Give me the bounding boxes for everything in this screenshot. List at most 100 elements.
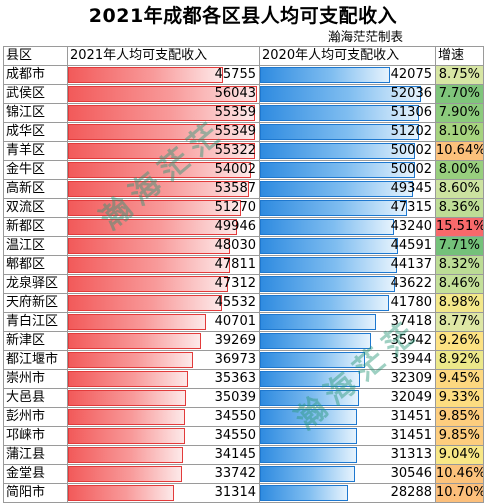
district-name: 天府新区 [3, 293, 68, 313]
income-2021-cell: 34145 [67, 445, 260, 465]
growth-rate: 9.85% [435, 426, 484, 446]
income-2021-cell: 49946 [67, 217, 260, 237]
income-2021-value: 54002 [214, 162, 256, 177]
income-2020-value: 50002 [390, 162, 432, 177]
income-2020-value: 32049 [390, 390, 432, 405]
table-row: 成华区 55349 51202 8.10% [3, 122, 484, 142]
district-name: 金牛区 [3, 160, 68, 180]
income-2021-bar [68, 200, 242, 216]
header-2020-income: 2020年人均可支配收入 [259, 46, 436, 66]
income-2020-bar [260, 314, 376, 330]
income-2020-bar [260, 67, 391, 83]
income-2021-value: 51270 [214, 200, 256, 215]
table-row: 武侯区 56043 52036 7.70% [3, 84, 484, 104]
income-2020-cell: 49345 [259, 179, 436, 199]
growth-rate: 8.36% [435, 198, 484, 218]
income-2020-cell: 35942 [259, 331, 436, 351]
income-2021-bar [68, 428, 185, 444]
income-2020-bar [260, 409, 358, 425]
district-name: 蒲江县 [3, 445, 68, 465]
income-2020-cell: 51306 [259, 103, 436, 123]
income-2021-bar [68, 143, 256, 159]
income-2021-bar [68, 219, 237, 235]
income-2021-bar [68, 352, 193, 368]
income-2021-value: 55322 [214, 143, 256, 158]
income-2021-value: 36973 [214, 352, 256, 367]
income-2021-bar [68, 86, 258, 102]
growth-rate: 10.64% [435, 141, 484, 161]
income-2021-value: 34550 [214, 409, 256, 424]
table-row: 温江区 48030 44591 7.71% [3, 236, 484, 256]
district-name: 新津区 [3, 331, 68, 351]
table-row: 天府新区 45532 41780 8.98% [3, 293, 484, 313]
district-name: 崇州市 [3, 369, 68, 389]
district-name: 温江区 [3, 236, 68, 256]
income-2021-bar [68, 181, 250, 197]
income-2020-cell: 44137 [259, 255, 436, 275]
income-2020-cell: 31313 [259, 445, 436, 465]
income-2021-bar [68, 466, 183, 482]
income-2020-value: 31451 [390, 428, 432, 443]
income-2020-cell: 52036 [259, 84, 436, 104]
income-2021-bar [68, 162, 251, 178]
credit-note: 瀚海茫茫制表 [328, 29, 404, 44]
income-2021-value: 33742 [214, 466, 256, 481]
growth-rate: 8.75% [435, 65, 484, 85]
income-table: 县区 2021年人均可支配收入 2020年人均可支配收入 增速 成都市 45755… [3, 46, 484, 503]
district-name: 郫都区 [3, 255, 68, 275]
income-2020-value: 51306 [390, 105, 432, 120]
growth-rate: 8.10% [435, 122, 484, 142]
table-row: 蒲江县 34145 31313 9.04% [3, 445, 484, 465]
income-2021-cell: 53587 [67, 179, 260, 199]
table-row: 金牛区 54002 50002 8.00% [3, 160, 484, 180]
income-2020-value: 43622 [390, 276, 432, 291]
income-2020-cell: 32049 [259, 388, 436, 408]
income-2020-bar [260, 143, 415, 159]
income-2020-cell: 42075 [259, 65, 436, 85]
income-2020-bar [260, 238, 399, 254]
income-2021-bar [68, 371, 188, 387]
growth-rate: 9.04% [435, 445, 484, 465]
income-2020-value: 33944 [390, 352, 432, 367]
income-2020-bar [260, 428, 358, 444]
growth-rate: 10.46% [435, 464, 484, 484]
income-2021-cell: 55359 [67, 103, 260, 123]
table-row: 高新区 53587 49345 8.60% [3, 179, 484, 199]
income-2021-value: 47811 [214, 257, 256, 272]
income-2021-value: 45532 [214, 295, 256, 310]
table-row: 青羊区 55322 50002 10.64% [3, 141, 484, 161]
income-2020-bar [260, 162, 415, 178]
page-title: 2021年成都各区县人均可支配收入 [88, 4, 398, 27]
income-2021-value: 39269 [214, 333, 256, 348]
income-2021-bar [68, 238, 231, 254]
growth-rate: 9.33% [435, 388, 484, 408]
growth-rate: 8.77% [435, 312, 484, 332]
income-2020-value: 42075 [390, 67, 432, 82]
income-2021-cell: 56043 [67, 84, 260, 104]
income-2020-bar [260, 124, 419, 140]
income-2020-value: 41780 [390, 295, 432, 310]
growth-rate: 9.26% [435, 331, 484, 351]
income-2021-bar [68, 314, 206, 330]
growth-rate: 7.70% [435, 84, 484, 104]
district-name: 大邑县 [3, 388, 68, 408]
income-2020-cell: 50002 [259, 160, 436, 180]
income-2021-bar [68, 276, 228, 292]
table-row: 龙泉驿区 47312 43622 8.46% [3, 274, 484, 294]
income-2020-bar [260, 219, 394, 235]
income-2021-cell: 39269 [67, 331, 260, 351]
income-2021-cell: 48030 [67, 236, 260, 256]
income-2021-bar [68, 485, 174, 501]
income-2021-value: 40701 [214, 314, 256, 329]
district-name: 简阳市 [3, 483, 68, 503]
income-2021-bar [68, 124, 256, 140]
income-2020-bar [260, 390, 360, 406]
income-2020-value: 49345 [390, 181, 432, 196]
income-2020-bar [260, 276, 396, 292]
growth-rate: 9.85% [435, 407, 484, 427]
income-2021-cell: 36973 [67, 350, 260, 370]
header-district: 县区 [3, 46, 68, 66]
table-row: 大邑县 35039 32049 9.33% [3, 388, 484, 408]
income-2020-value: 43240 [390, 219, 432, 234]
growth-rate: 8.60% [435, 179, 484, 199]
